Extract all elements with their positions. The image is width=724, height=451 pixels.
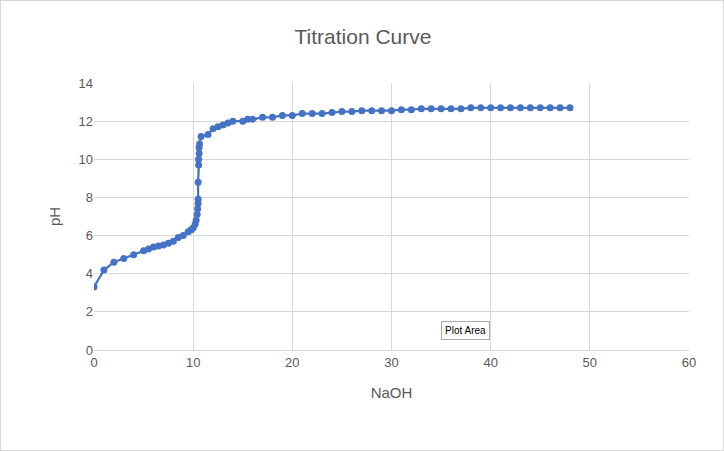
svg-text:NaOH: NaOH <box>371 384 413 401</box>
svg-text:4: 4 <box>86 266 93 281</box>
svg-text:Titration Curve: Titration Curve <box>295 25 432 48</box>
svg-text:6: 6 <box>86 228 93 243</box>
svg-text:8: 8 <box>86 190 93 205</box>
svg-text:10: 10 <box>79 152 93 167</box>
svg-text:Plot Area: Plot Area <box>445 325 486 336</box>
svg-text:14: 14 <box>79 76 93 91</box>
svg-text:40: 40 <box>483 355 497 370</box>
svg-text:50: 50 <box>583 355 597 370</box>
svg-text:0: 0 <box>90 355 97 370</box>
svg-text:20: 20 <box>285 355 299 370</box>
svg-text:30: 30 <box>384 355 398 370</box>
svg-text:pH: pH <box>46 207 63 226</box>
svg-text:10: 10 <box>186 355 200 370</box>
svg-text:60: 60 <box>682 355 696 370</box>
svg-text:12: 12 <box>79 114 93 129</box>
svg-text:0: 0 <box>86 343 93 358</box>
svg-text:2: 2 <box>86 304 93 319</box>
